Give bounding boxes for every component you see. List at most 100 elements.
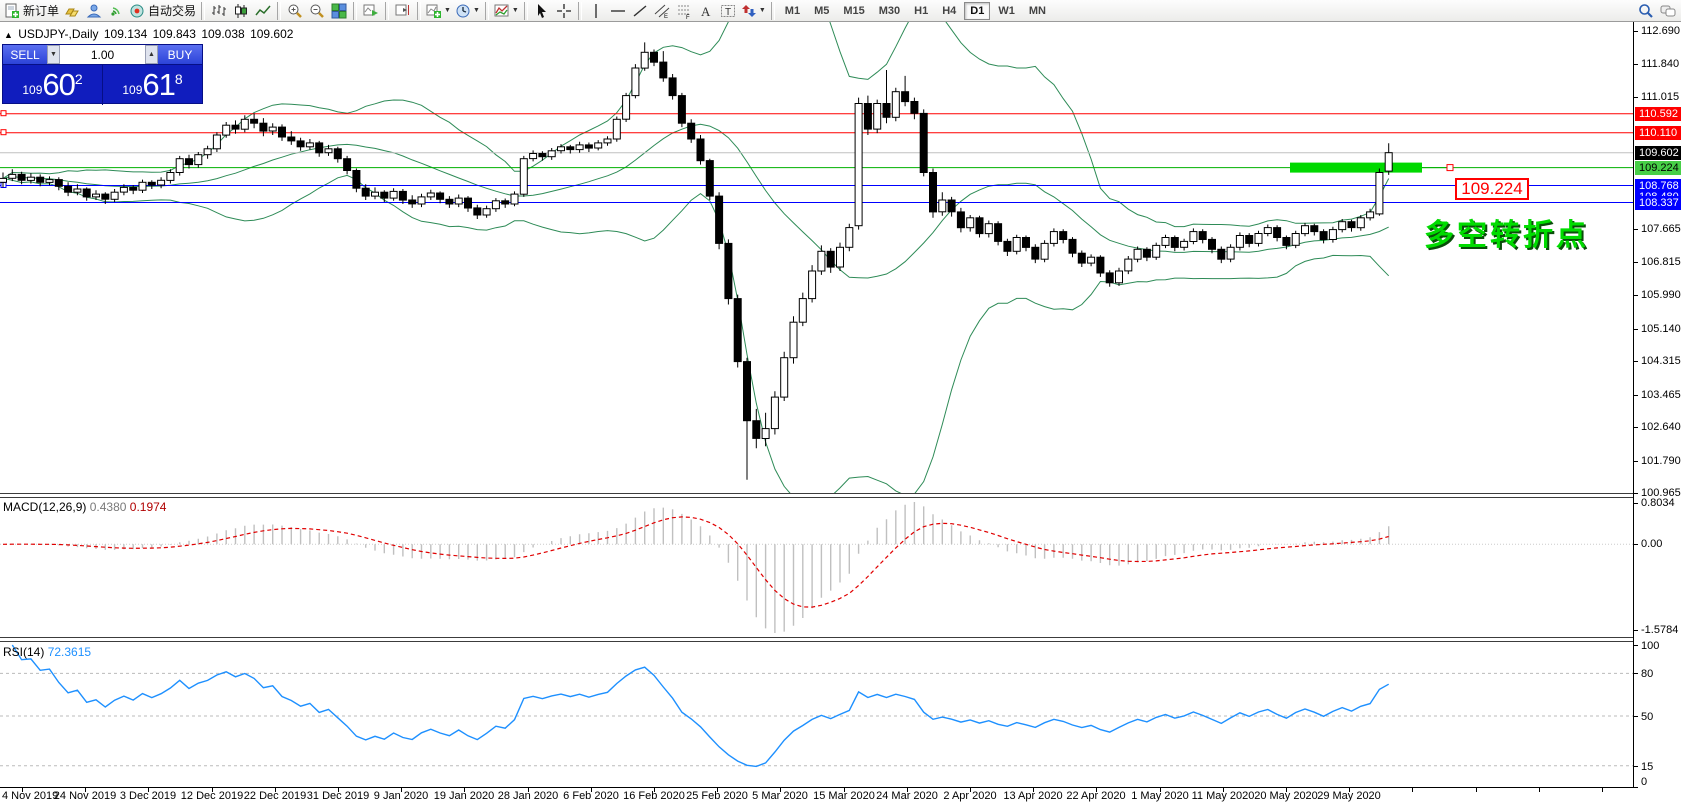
sell-button[interactable]: SELL bbox=[3, 45, 47, 64]
date-label: 19 Jan 2020 bbox=[433, 790, 495, 802]
zoom-out-button[interactable] bbox=[306, 1, 328, 21]
volume-increase-button[interactable]: ▲ bbox=[145, 45, 158, 64]
rsi-tick bbox=[1633, 766, 1638, 767]
turning-point-annotation[interactable]: 多空转折点 bbox=[1424, 219, 1589, 252]
auto-trading-button[interactable]: 自动交易 bbox=[127, 1, 198, 21]
timeframe-M15[interactable]: M15 bbox=[843, 4, 865, 17]
bar-chart-button[interactable] bbox=[208, 1, 230, 21]
date-label: 4 Nov 2019 bbox=[2, 790, 59, 802]
timeframe-M1[interactable]: M1 bbox=[784, 4, 801, 17]
date-tick bbox=[528, 788, 529, 792]
profile-button[interactable] bbox=[83, 1, 105, 21]
channel-button[interactable]: E bbox=[651, 1, 673, 21]
timeframe-MN[interactable]: MN bbox=[1028, 4, 1046, 17]
timeframe-D1[interactable]: D1 bbox=[964, 1, 991, 20]
line-handle[interactable] bbox=[0, 129, 7, 136]
indicators-button[interactable]: ▼ bbox=[492, 1, 521, 21]
price-tick-label: 105.990 bbox=[1641, 289, 1681, 301]
tile-windows-button[interactable] bbox=[328, 1, 350, 21]
price-tick-label: 105.140 bbox=[1641, 323, 1681, 335]
fibonacci-icon: F bbox=[676, 3, 692, 19]
price-tick-label: 106.815 bbox=[1641, 256, 1681, 268]
symbol-period-label: USDJPY-,Daily bbox=[18, 27, 99, 41]
trendline-button[interactable] bbox=[629, 1, 651, 21]
text-button[interactable]: A bbox=[695, 1, 717, 21]
timeframe-M5[interactable]: M5 bbox=[814, 4, 830, 17]
price-tick bbox=[1633, 493, 1638, 494]
main-chart-plot[interactable] bbox=[0, 22, 1633, 493]
buy-price[interactable]: 109 61 8 bbox=[102, 65, 202, 105]
line-handle[interactable] bbox=[0, 110, 7, 117]
sell-price[interactable]: 109 60 2 bbox=[3, 65, 102, 105]
price-tick bbox=[1633, 229, 1638, 230]
crosshair-button[interactable] bbox=[553, 1, 575, 21]
zoom-in-icon bbox=[287, 3, 303, 19]
price-tick-label: 100.965 bbox=[1641, 487, 1681, 499]
price-tick-label: 102.640 bbox=[1641, 421, 1681, 433]
signals-button[interactable] bbox=[105, 1, 127, 21]
horizontal-line-button[interactable] bbox=[607, 1, 629, 21]
date-tick bbox=[970, 788, 971, 792]
macd-histogram bbox=[11, 502, 1390, 633]
chevron-down-icon: ▼ bbox=[472, 7, 480, 14]
toolbar-separator bbox=[484, 1, 489, 20]
auto-scroll-button[interactable] bbox=[360, 1, 382, 21]
volume-decrease-button[interactable]: ▼ bbox=[47, 45, 60, 64]
macd-tick bbox=[1633, 630, 1638, 631]
toolbar-separator bbox=[277, 1, 282, 20]
green-trend-bar[interactable] bbox=[1290, 162, 1422, 173]
date-tick bbox=[1539, 788, 1540, 792]
periods-button[interactable]: ▼ bbox=[453, 1, 482, 21]
price-annotation-box[interactable]: 109.224 bbox=[1455, 178, 1529, 200]
price-badge-110.592: 110.592 bbox=[1635, 107, 1681, 121]
zoom-in-button[interactable] bbox=[284, 1, 306, 21]
price-tick bbox=[1633, 31, 1638, 32]
chat-icon bbox=[1660, 3, 1676, 19]
rsi-tick bbox=[1633, 673, 1638, 674]
line-chart-button[interactable] bbox=[252, 1, 274, 21]
bollinger-bands bbox=[2, 22, 1390, 493]
main-toolbar: 新订单 自动交易 ▼ ▼ ▼ E F A T ▼ M1 M5 M15 M30 H1 H4 D1 W1 MN bbox=[0, 0, 1681, 22]
new-order-button[interactable]: 新订单 bbox=[2, 1, 61, 21]
date-tick bbox=[148, 788, 149, 792]
text-label-button[interactable]: T bbox=[717, 1, 739, 21]
buy-button[interactable]: BUY bbox=[158, 45, 202, 64]
price-tick bbox=[1633, 295, 1638, 296]
date-label: 12 Dec 2019 bbox=[180, 790, 244, 802]
fibonacci-button[interactable]: F bbox=[673, 1, 695, 21]
timeframe-M30[interactable]: M30 bbox=[878, 4, 901, 17]
chart-window[interactable]: ▲ USDJPY-,Daily 109.134 109.843 109.038 … bbox=[0, 22, 1681, 807]
price-tick bbox=[1633, 97, 1638, 98]
date-tick bbox=[338, 788, 339, 792]
timeframe-W1[interactable]: W1 bbox=[998, 4, 1015, 17]
volume-input[interactable] bbox=[60, 45, 145, 64]
timeframe-H1[interactable]: H1 bbox=[914, 4, 929, 17]
timeframe-H4[interactable]: H4 bbox=[942, 4, 957, 17]
vertical-line-button[interactable] bbox=[585, 1, 607, 21]
date-tick bbox=[1412, 788, 1413, 792]
new-order-label: 新订单 bbox=[23, 4, 60, 18]
new-chart-button[interactable]: ▼ bbox=[424, 1, 453, 21]
price-tick bbox=[1633, 329, 1638, 330]
chat-button[interactable] bbox=[1657, 1, 1679, 21]
search-button[interactable] bbox=[1635, 1, 1657, 21]
rsi-tick bbox=[1633, 716, 1638, 717]
arrows-button[interactable]: ▼ bbox=[739, 1, 768, 21]
panel-splitter-macd[interactable] bbox=[0, 493, 1633, 498]
price-tick-label: 111.840 bbox=[1641, 58, 1680, 70]
panel-splitter-rsi[interactable] bbox=[0, 637, 1633, 642]
bar-chart-icon bbox=[211, 3, 227, 19]
date-label: 6 Feb 2020 bbox=[563, 790, 619, 802]
candle-wicks bbox=[2, 42, 1390, 480]
macd-name: MACD(12,26,9) bbox=[3, 500, 87, 514]
bullish-candles bbox=[0, 51, 1393, 440]
date-tick bbox=[275, 788, 276, 792]
cursor-button[interactable] bbox=[531, 1, 553, 21]
candlestick-chart-button[interactable] bbox=[230, 1, 252, 21]
gold-button[interactable] bbox=[61, 1, 83, 21]
annotation-handle[interactable] bbox=[1446, 164, 1454, 172]
chart-shift-button[interactable] bbox=[392, 1, 414, 21]
rsi-panel-plot[interactable] bbox=[0, 642, 1633, 787]
macd-panel-plot[interactable] bbox=[0, 498, 1633, 637]
macd-axis-label: -1.5784 bbox=[1641, 624, 1679, 636]
